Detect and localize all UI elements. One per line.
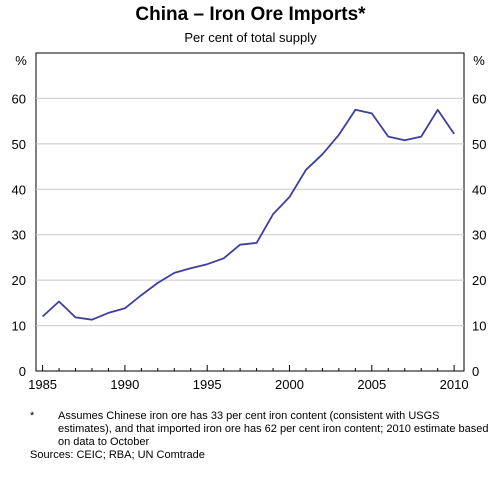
y-tick-label-left: 50 [12, 137, 26, 152]
y-tick-label-right: 50 [472, 137, 486, 152]
y-tick-label-right: 40 [472, 182, 486, 197]
footnote: * Assumes Chinese iron ore has 33 per ce… [30, 410, 490, 449]
y-tick-label-left: 10 [12, 319, 26, 334]
x-tick-label: 2000 [275, 377, 304, 392]
y-axis-unit-right: % [473, 53, 485, 68]
y-tick-label-left: 40 [12, 182, 26, 197]
y-tick-label-right: 30 [472, 228, 486, 243]
y-tick-label-right: 0 [472, 364, 479, 379]
footnote-marker: * [30, 410, 35, 422]
x-tick-label: 1985 [28, 377, 57, 392]
chart-title: China – Iron Ore Imports* [135, 4, 366, 25]
y-axis-unit-left: % [15, 53, 27, 68]
sources-note: Sources: CEIC; RBA; UN Comtrade [30, 449, 205, 461]
y-axis-labels: 0 0 10 10 20 20 30 30 40 40 50 50 60 60 [12, 91, 487, 379]
footnote-text: Assumes Chinese iron ore has 33 per cent… [58, 410, 489, 448]
y-tick-label-right: 20 [472, 273, 486, 288]
y-tick-label-left: 60 [12, 91, 26, 106]
y-tick-label-right: 10 [472, 319, 486, 334]
series-group [41, 108, 455, 321]
y-tick-label-left: 20 [12, 273, 26, 288]
series-line [41, 108, 455, 321]
chart-subtitle: Per cent of total supply [184, 30, 317, 45]
line-chart: 1985 1990 1995 2000 2005 2010 0 0 10 10 20 20 30 30 4… [12, 52, 487, 392]
gridlines [36, 97, 464, 327]
x-axis-ticks: 1985 1990 1995 2000 2005 2010 [28, 365, 469, 392]
x-tick-label: 1995 [193, 377, 222, 392]
y-tick-label-left: 30 [12, 228, 26, 243]
x-tick-label: 1990 [110, 377, 139, 392]
y-tick-label-right: 60 [472, 91, 486, 106]
plot-frame [35, 52, 465, 372]
x-tick-label: 2010 [440, 377, 469, 392]
x-tick-label: 2005 [357, 377, 386, 392]
chart-notes: * Assumes Chinese iron ore has 33 per ce… [30, 410, 490, 462]
y-tick-label-left: 0 [19, 364, 26, 379]
